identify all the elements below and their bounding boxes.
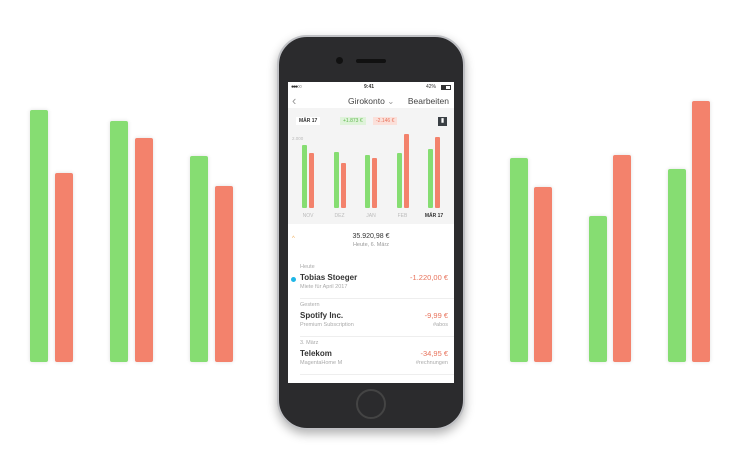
edit-button[interactable]: Bearbeiten	[407, 96, 449, 106]
income-bar[interactable]	[365, 154, 370, 208]
transaction-row[interactable]: Gestern Spotify Inc. Premium Subscriptio…	[288, 300, 454, 338]
phone-screen: ●●●○○ 9:41 42% ‹ Girokonto ⌄ Bearbeiten …	[288, 82, 454, 383]
period-label[interactable]: MÄR 17	[296, 117, 321, 125]
income-bar[interactable]	[302, 144, 307, 208]
bg-bar-green	[510, 158, 528, 362]
back-button[interactable]: ‹	[292, 93, 297, 108]
bg-bar-red	[613, 155, 631, 362]
transaction-description: MagentaHome M	[300, 360, 343, 366]
income-bar[interactable]	[333, 152, 339, 208]
bg-bar-red	[135, 138, 153, 362]
speaker	[356, 59, 386, 63]
transaction-day: Gestern	[300, 302, 320, 308]
expense-bar[interactable]	[435, 136, 440, 208]
unread-dot	[291, 277, 296, 282]
camera	[336, 57, 343, 64]
expense-bar[interactable]	[309, 153, 314, 208]
battery-icon	[441, 85, 451, 90]
bg-bar-red	[692, 101, 710, 362]
month-label[interactable]: MÄR 17	[424, 213, 444, 219]
bg-bar-green	[589, 216, 607, 362]
battery-percent: 42%	[426, 84, 437, 90]
transaction-amount: -9,99 €	[424, 311, 448, 320]
income-total: +1.873 €	[340, 117, 366, 125]
chevron-down-icon: ⌄	[387, 96, 395, 106]
bg-bar-green	[110, 121, 128, 362]
status-time: 9:41	[364, 84, 375, 90]
bg-bar-red	[55, 173, 73, 362]
transaction-row[interactable]: 3. März Telekom MagentaHome M -34,95 € #…	[288, 338, 454, 376]
income-bar[interactable]	[396, 153, 402, 208]
bg-bar-red	[215, 186, 233, 362]
bar-chart-icon[interactable]: ▮	[438, 117, 447, 126]
balance-amount: 35.920,98 €	[352, 233, 390, 240]
month-label[interactable]: JAN	[366, 213, 376, 219]
month-label[interactable]: FEB	[397, 213, 408, 219]
divider	[300, 374, 454, 375]
expense-bar[interactable]	[403, 134, 409, 208]
bg-bar-green	[30, 110, 48, 362]
signal-icon: ●●●○○	[291, 84, 302, 90]
transaction-day: 3. März	[300, 340, 319, 346]
bg-bar-green	[668, 169, 686, 362]
y-tick: 2.000	[292, 136, 304, 141]
income-bar[interactable]	[428, 149, 433, 208]
transaction-description: Miete für April 2017	[300, 284, 348, 290]
transaction-name: Spotify Inc.	[300, 311, 344, 320]
expense-bar[interactable]	[340, 163, 346, 208]
month-label[interactable]: DEZ	[334, 213, 345, 219]
bg-bar-red	[534, 187, 552, 362]
transaction-description: Premium Subscription	[300, 322, 354, 328]
home-button[interactable]	[356, 389, 386, 419]
account-selector[interactable]: Girokonto ⌄	[348, 96, 394, 107]
balance-date: Heute, 6. März	[352, 242, 390, 248]
transaction-tag: #abos	[433, 322, 448, 328]
month-label[interactable]: NOV	[302, 213, 314, 219]
transaction-row[interactable]: Heute Tobias Stoeger Miete für April 201…	[288, 262, 454, 300]
account-title: Girokonto	[348, 96, 385, 106]
divider	[300, 336, 454, 337]
transaction-amount: -34,95 €	[420, 349, 448, 358]
transaction-tag: #rechnungen	[415, 360, 448, 366]
transaction-amount: -1.220,00 €	[410, 273, 448, 282]
collapse-caret-icon[interactable]: ^	[292, 236, 295, 242]
chart-area	[288, 108, 454, 224]
bg-bar-green	[190, 156, 208, 362]
divider	[300, 298, 454, 299]
transaction-name: Tobias Stoeger	[300, 273, 358, 282]
transaction-name: Telekom	[300, 349, 332, 358]
expense-total: -2.146 €	[373, 117, 398, 125]
transaction-day: Heute	[300, 264, 315, 270]
expense-bar[interactable]	[372, 157, 377, 208]
